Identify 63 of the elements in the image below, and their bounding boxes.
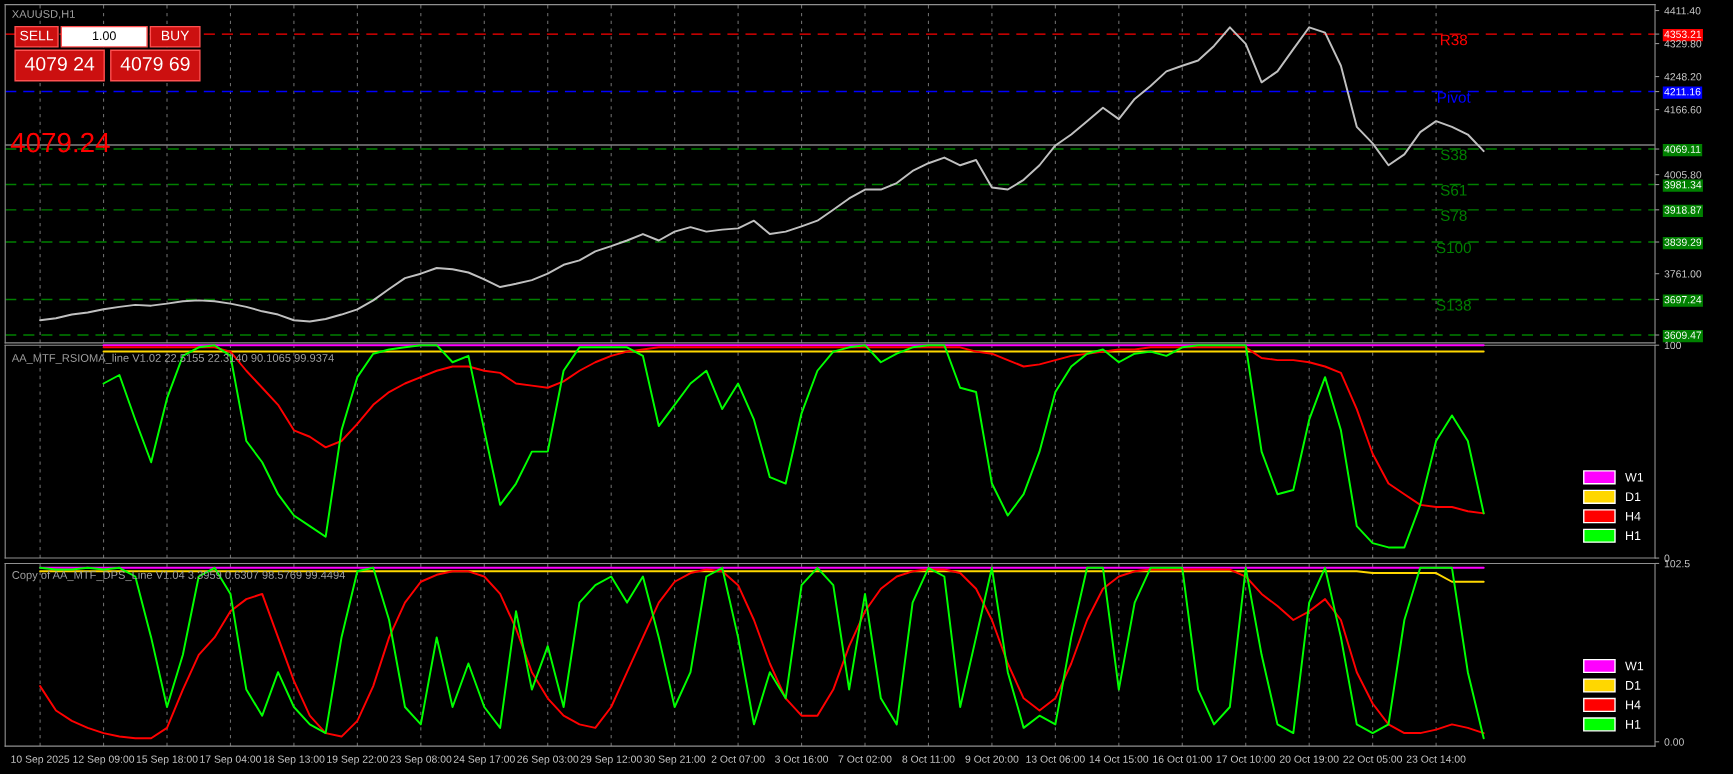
- x-tick-label: 24 Sep 17:00: [453, 755, 515, 765]
- x-tick-label: 17 Oct 10:00: [1216, 755, 1276, 763]
- y-tick-label: 3918.87: [1664, 206, 1702, 214]
- x-tick-label: 10 Sep 2025: [11, 755, 70, 765]
- annotation: 1.00: [92, 31, 116, 41]
- y-tick-label: 4069.11: [1664, 145, 1701, 153]
- x-tick-label: 20 Oct 19:00: [1279, 755, 1339, 763]
- x-tick-label: 22 Oct 05:00: [1343, 755, 1403, 763]
- x-tick-label: 7 Oct 02:00: [838, 755, 892, 763]
- y-tick-label: 4411.40: [1664, 7, 1701, 15]
- y-tick-label: 3981.34: [1664, 181, 1702, 189]
- y-tick-label: 3761.00: [1664, 270, 1702, 278]
- x-tick-label: 23 Oct 14:00: [1406, 755, 1466, 763]
- annotation: SELL: [20, 30, 54, 41]
- y-tick-label: 4248.20: [1664, 73, 1702, 81]
- x-tick-label: 2 Oct 07:00: [711, 755, 765, 763]
- x-tick-label: 12 Sep 09:00: [73, 755, 135, 765]
- x-tick-label: 17 Sep 04:00: [200, 755, 262, 765]
- x-tick-label: 3 Oct 16:00: [775, 755, 829, 763]
- y-tick-label: 3697.24: [1664, 295, 1702, 304]
- x-tick-label: 13 Oct 06:00: [1026, 755, 1085, 763]
- x-tick-label: 18 Sep 13:00: [263, 755, 325, 765]
- ref-line-label: S78: [1440, 210, 1467, 222]
- x-tick-label: 9 Oct 20:00: [965, 755, 1019, 763]
- y-tick-label: 100: [1664, 341, 1682, 350]
- y-tick-label: 4166.60: [1664, 106, 1702, 114]
- text: H1: [1626, 720, 1641, 729]
- y-tick-label: 0: [1664, 554, 1670, 562]
- y-tick-label: 4005.80: [1664, 171, 1702, 179]
- legend-label: H1: [1626, 531, 1641, 540]
- x-tick-label: 29 Sep 12:00: [580, 755, 642, 765]
- x-tick-label: 26 Sep 03:00: [517, 755, 579, 765]
- x-tick-label: 14 Oct 15:00: [1089, 755, 1149, 763]
- legend-label: W1: [1625, 472, 1644, 482]
- x-tick-label: 16 Oct 01:00: [1153, 755, 1212, 763]
- ref-line-label: 4079.24: [10, 132, 110, 153]
- text: W1: [1625, 661, 1644, 671]
- annotation: BUY: [161, 30, 190, 41]
- x-tick-label: 23 Sep 08:00: [390, 755, 452, 765]
- x-tick-label: 15 Sep 18:00: [136, 755, 198, 765]
- legend-label: D1: [1626, 492, 1641, 502]
- text: H4: [1626, 700, 1641, 710]
- annotation: 4079 69: [120, 56, 190, 71]
- x-tick-label: 8 Oct 11:00: [902, 755, 955, 763]
- annotation: 4079 24: [24, 56, 95, 71]
- y-tick-label: 3839.29: [1664, 238, 1702, 246]
- ref-line-label: S61: [1440, 184, 1467, 196]
- y-tick-label: 4329.80: [1664, 40, 1702, 48]
- text: D1: [1626, 681, 1641, 690]
- ref-line-label: S100: [1436, 242, 1471, 254]
- y-tick-label: 4211.16: [1664, 88, 1701, 96]
- x-tick-label: 30 Sep 21:00: [644, 755, 706, 765]
- y-tick-label: 0.00: [1664, 738, 1684, 746]
- legend-label: H4: [1626, 511, 1641, 521]
- chart-title: XAUUSD,H1: [12, 10, 75, 20]
- y-tick-label: 102.5: [1664, 559, 1690, 568]
- ref-line-label: Pivot: [1438, 91, 1471, 103]
- ref-line-label: S38: [1440, 149, 1467, 161]
- y-tick-label: 4353.21: [1664, 30, 1702, 38]
- y-tick-label: 3609.47: [1664, 331, 1702, 339]
- ref-line-label: R38: [1440, 34, 1468, 46]
- x-tick-label: 19 Sep 22:00: [327, 755, 388, 765]
- ref-line-label: S138: [1436, 299, 1471, 311]
